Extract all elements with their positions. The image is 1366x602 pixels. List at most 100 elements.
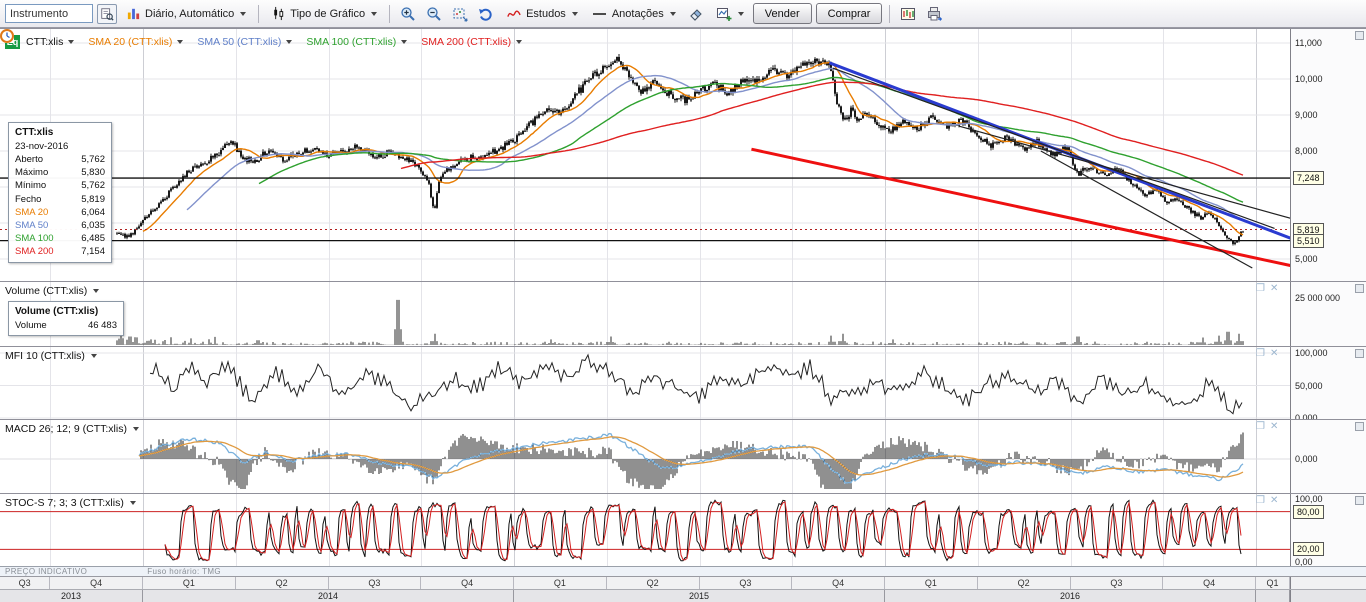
year-label: 2013 <box>0 590 143 602</box>
print-icon <box>928 6 943 21</box>
year-label: 2015 <box>514 590 885 602</box>
eraser-icon <box>690 8 702 21</box>
panel-maximize-icon[interactable]: ❐ <box>1256 283 1265 294</box>
stochastic-panel-header[interactable]: STOC-S 7; 3; 3 (CTT:xlis) <box>5 497 136 509</box>
quarter-label: Q3 <box>0 577 51 589</box>
tooltip-row: Aberto 5,762 <box>15 154 105 165</box>
panel-resize-icon[interactable] <box>1355 284 1364 293</box>
toolbar: Diário, Automático Tipo de Gráfico <box>0 0 1366 28</box>
tooltip-row: SMA 100 6,485 <box>15 233 105 245</box>
quarter-label: Q3 <box>700 577 793 589</box>
panel-resize-icon[interactable] <box>1355 496 1364 505</box>
main-chart-panel: Eq CTT:xlis SMA 20 (CTT:xlis) SMA 50 (CTT:x… <box>0 28 1366 282</box>
chevron-down-icon <box>286 40 293 44</box>
add-study-dropdown[interactable] <box>711 4 749 24</box>
time-axis-years[interactable]: 2013 2014 2015 2016 <box>0 589 1366 602</box>
session-clock-icon[interactable] <box>0 29 14 43</box>
legend-item-sma[interactable]: SMA 20 (CTT:xlis) <box>88 36 184 48</box>
chart-type-dropdown[interactable]: Tipo de Gráfico <box>266 4 382 24</box>
zoom-area-button[interactable] <box>449 4 471 24</box>
legend-item-sma[interactable]: SMA 100 (CTT:xlis) <box>306 36 408 48</box>
stochastic-chart-canvas[interactable] <box>0 494 1290 567</box>
interval-dropdown[interactable]: Diário, Automático <box>121 4 251 24</box>
macd-axis[interactable]: 0,000 <box>1290 420 1366 493</box>
eraser-button[interactable] <box>685 4 707 24</box>
status-bar: PREÇO INDICATIVO Fuso horário: TMG <box>0 566 1366 576</box>
stochastic-axis-label: 0,00 <box>1295 557 1313 567</box>
macd-panel: MACD 26; 12; 9 (CTT:xlis) ❐ ✕ 0,000 <box>0 419 1366 494</box>
undo-button[interactable] <box>475 4 497 24</box>
volume-tooltip-title: Volume (CTT:xlis) <box>15 306 99 317</box>
tooltip-row: Máximo 5,830 <box>15 167 105 179</box>
panel-close-icon[interactable]: ✕ <box>1269 495 1279 506</box>
mfi-axis[interactable]: 100,000 50,000 0,000 <box>1290 347 1366 423</box>
chevron-down-icon <box>93 289 100 293</box>
legend-label: SMA 100 (CTT:xlis) <box>306 36 397 48</box>
panel-close-icon[interactable]: ✕ <box>1269 283 1279 294</box>
quarter-label: Q2 <box>978 577 1071 589</box>
chart-layout-icon <box>901 7 916 20</box>
time-axis-quarters[interactable]: Q3 Q4 Q1 Q2 Q3 Q4 Q1 Q2 Q3 Q4 Q1 Q2 Q3 Q4 Q1 <box>0 576 1366 589</box>
zoom-in-button[interactable] <box>397 4 419 24</box>
axis-corner <box>1290 577 1366 589</box>
chart-layout-button[interactable] <box>897 4 919 24</box>
legend-item-sma[interactable]: SMA 50 (CTT:xlis) <box>197 36 293 48</box>
price-chart-canvas[interactable] <box>0 29 1290 282</box>
toolbar-separator <box>389 4 391 23</box>
sell-button[interactable]: Vender <box>752 3 812 24</box>
legend-item-symbol[interactable]: Eq CTT:xlis <box>5 35 75 49</box>
interval-icon <box>127 8 140 20</box>
volume-panel-header[interactable]: Volume (CTT:xlis) <box>5 285 100 297</box>
annotations-dropdown[interactable]: Anotações <box>587 4 681 24</box>
interval-label: Diário, Automático <box>145 7 235 20</box>
buy-button[interactable]: Comprar <box>815 3 883 24</box>
zoom-out-button[interactable] <box>423 4 445 24</box>
mfi-chart-canvas[interactable] <box>0 347 1290 420</box>
annotations-label: Anotações <box>611 7 664 20</box>
instrument-lookup-button[interactable] <box>97 3 117 24</box>
tooltip-row: SMA 20 6,064 <box>15 206 105 218</box>
legend-item-sma[interactable]: SMA 200 (CTT:xlis) <box>421 36 523 48</box>
mfi-panel: MFI 10 (CTT:xlis) ❐ ✕ 100,000 50,000 0,000 <box>0 346 1366 423</box>
year-label: 2016 <box>885 590 1256 602</box>
chevron-down-icon <box>68 40 75 44</box>
chevron-down-icon <box>669 11 676 16</box>
volume-axis[interactable]: 25 000 000 <box>1290 282 1366 346</box>
panel-resize-icon[interactable] <box>1355 31 1364 40</box>
quarter-label: Q4 <box>421 577 514 589</box>
stochastic-axis-label: 80,00 <box>1293 504 1324 519</box>
stochastic-axis[interactable]: 100,00 80,00 20,00 0,00 <box>1290 494 1366 567</box>
legend-label: SMA 50 (CTT:xlis) <box>197 36 282 48</box>
price-level-tag: 5,510 <box>1293 233 1324 248</box>
year-label <box>1256 590 1290 602</box>
lookup-icon <box>101 7 114 21</box>
main-chart-legend: Eq CTT:xlis SMA 20 (CTT:xlis) SMA 50 (CTT:x… <box>5 35 523 49</box>
panel-maximize-icon[interactable]: ❐ <box>1256 495 1265 506</box>
panel-resize-icon[interactable] <box>1355 349 1364 358</box>
price-axis[interactable]: 11,000 10,000 9,000 8,000 5,000 7,248 5,819 5,5… <box>1290 29 1366 281</box>
price-axis-label: 8,000 <box>1295 146 1318 156</box>
instrument-input[interactable] <box>5 4 93 23</box>
mfi-axis-label: 0,000 <box>1295 413 1318 423</box>
stochastic-header-label: STOC-S 7; 3; 3 (CTT:xlis) <box>5 497 124 509</box>
panel-maximize-icon[interactable]: ❐ <box>1256 348 1265 359</box>
zoom-area-icon <box>453 8 468 22</box>
panel-close-icon[interactable]: ✕ <box>1269 421 1279 432</box>
macd-panel-header[interactable]: MACD 26; 12; 9 (CTT:xlis) <box>5 423 139 435</box>
volume-chart-canvas[interactable] <box>0 282 1290 347</box>
stochastic-axis-label: 20,00 <box>1293 542 1324 557</box>
tooltip-row: SMA 200 7,154 <box>15 246 105 258</box>
studies-label: Estudos <box>526 7 566 20</box>
print-chart-button[interactable] <box>923 4 945 24</box>
volume-axis-label: 25 000 000 <box>1295 293 1341 303</box>
indicative-price-label: PREÇO INDICATIVO <box>5 567 88 576</box>
quarter-label: Q2 <box>607 577 700 589</box>
macd-chart-canvas[interactable] <box>0 420 1290 494</box>
add-panel-icon <box>716 7 732 21</box>
panel-close-icon[interactable]: ✕ <box>1269 348 1279 359</box>
panel-resize-icon[interactable] <box>1355 422 1364 431</box>
mfi-panel-header[interactable]: MFI 10 (CTT:xlis) <box>5 350 97 362</box>
quarter-label: Q3 <box>329 577 422 589</box>
panel-maximize-icon[interactable]: ❐ <box>1256 421 1265 432</box>
studies-dropdown[interactable]: Estudos <box>501 4 583 24</box>
